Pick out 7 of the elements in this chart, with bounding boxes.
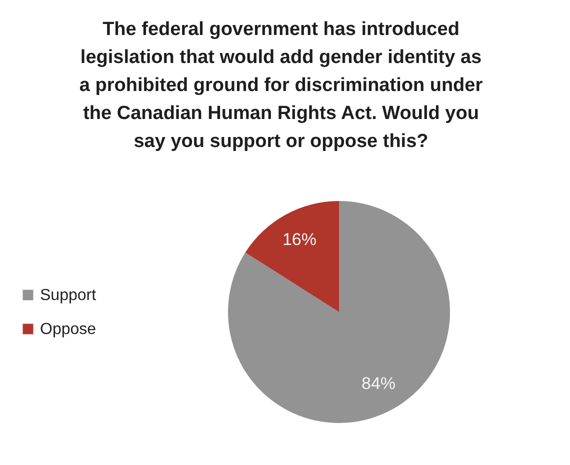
legend-label: Oppose	[40, 321, 96, 338]
pie-slice	[228, 201, 450, 423]
pie-slice	[245, 201, 339, 312]
data-label: 84%	[361, 374, 396, 393]
legend-label: Support	[40, 287, 97, 304]
chart-title: The federal government has introduced legislation that would add gender identity as a prohibited ground for discrimination under the Canadian Human Rights Act. Would you say you support or oppose this?	[79, 19, 484, 152]
data-label: 16%	[282, 230, 317, 250]
